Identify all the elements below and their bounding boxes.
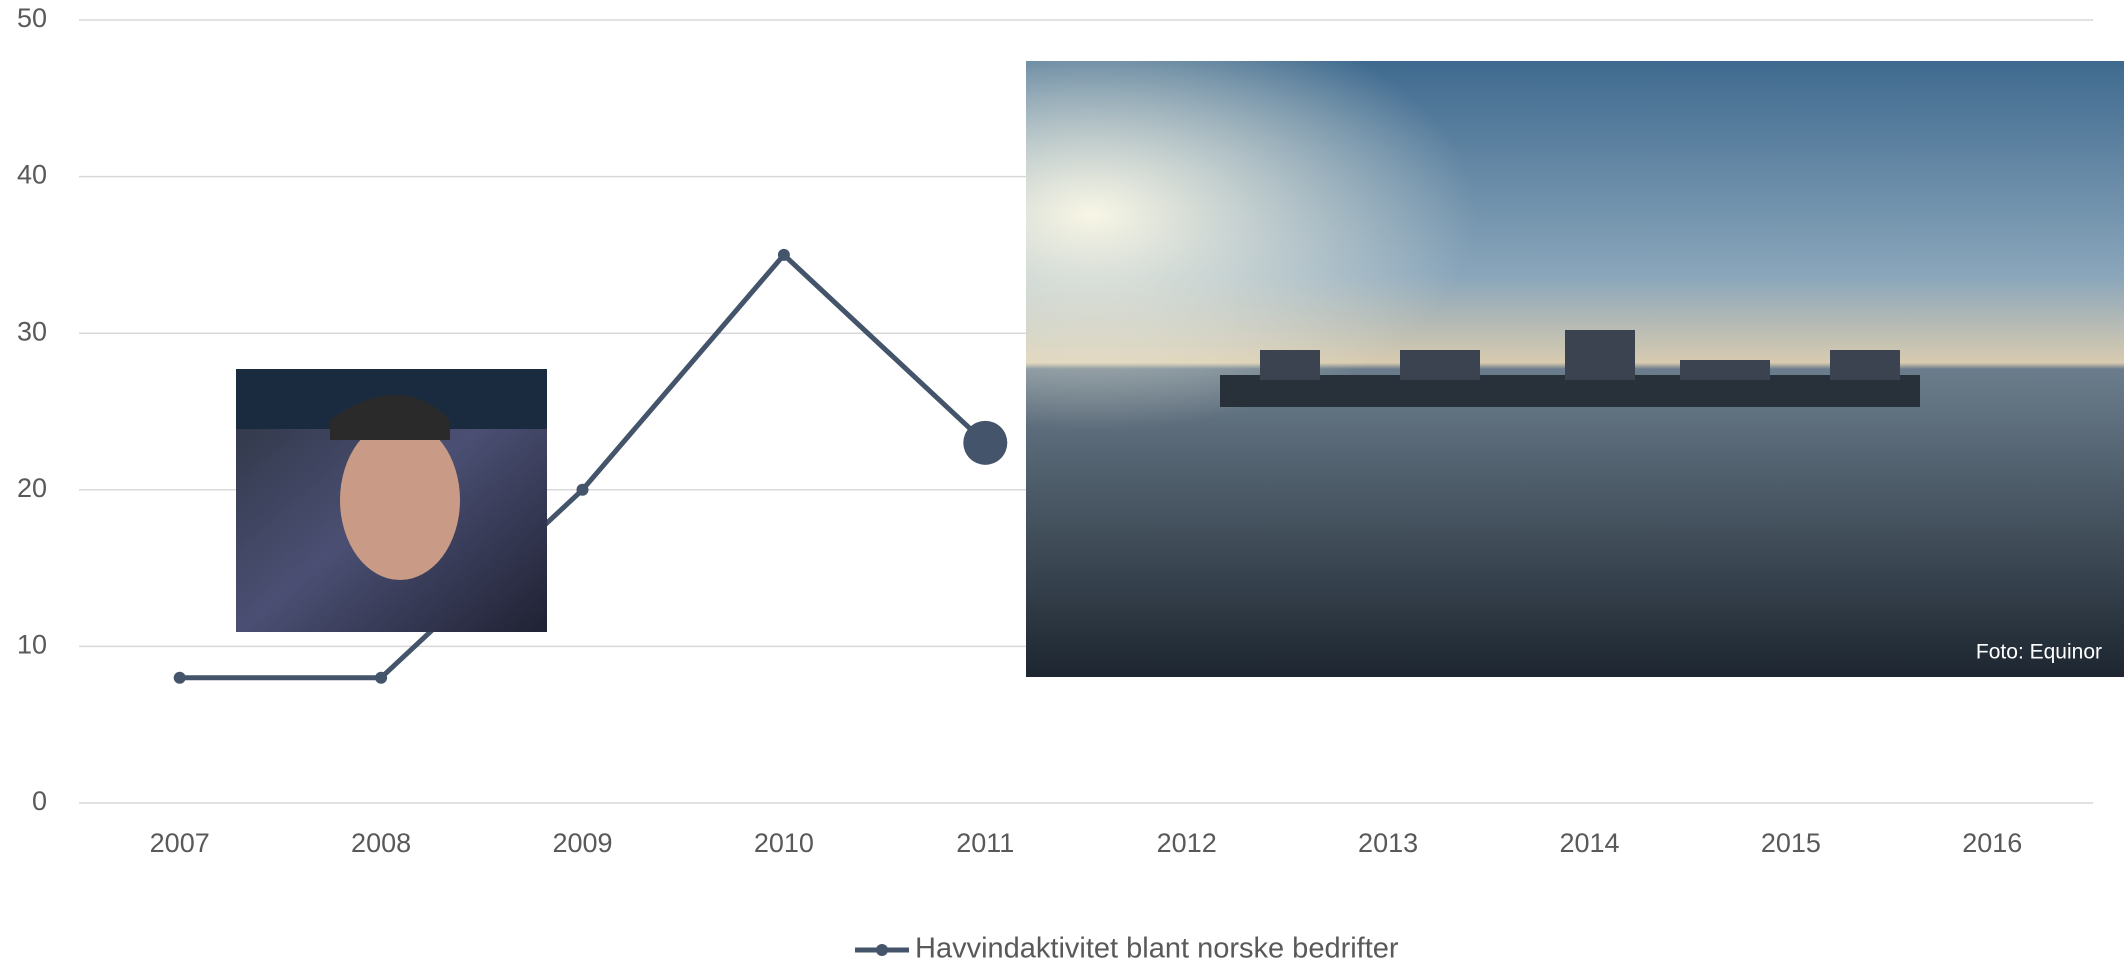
y-tick-label: 10 (17, 630, 47, 660)
data-point (173, 671, 186, 684)
photo-cap (330, 395, 450, 440)
photo-platforms (1220, 375, 1920, 407)
photo-face (340, 420, 460, 580)
photo-platform (1830, 350, 1900, 380)
x-tick-label: 2007 (150, 828, 210, 858)
photos: Foto: Equinor (236, 61, 2124, 677)
x-tick-label: 2013 (1358, 828, 1418, 858)
y-tick-label: 20 (17, 473, 47, 503)
x-tick-label: 2016 (1962, 828, 2022, 858)
photo-platform (1680, 360, 1770, 380)
x-tick-label: 2014 (1559, 828, 1619, 858)
legend: Havvindaktivitet blant norske bedrifter (855, 933, 1399, 965)
x-tick-label: 2010 (754, 828, 814, 858)
x-tick-label: 2012 (1157, 828, 1217, 858)
x-tick-label: 2015 (1761, 828, 1821, 858)
y-tick-label: 30 (17, 316, 47, 346)
data-point (576, 483, 589, 496)
y-tick-label: 50 (17, 3, 47, 33)
photo-platform (1260, 350, 1320, 380)
x-tick-label: 2011 (956, 828, 1014, 858)
legend-label: Havvindaktivitet blant norske bedrifter (915, 933, 1399, 965)
y-tick-label: 0 (32, 786, 47, 816)
trader-photo (236, 369, 547, 632)
photo-platform (1400, 350, 1480, 380)
platform-photo: Foto: Equinor (1026, 61, 2124, 677)
x-tick-label: 2009 (552, 828, 612, 858)
y-tick-label: 40 (17, 160, 47, 190)
photo-credit: Foto: Equinor (1976, 641, 2102, 664)
data-point (375, 671, 388, 684)
photo-platform (1565, 330, 1635, 380)
x-tick-label: 2008 (351, 828, 411, 858)
legend-marker (876, 944, 888, 956)
data-point (777, 248, 790, 261)
data-point (963, 420, 1008, 465)
